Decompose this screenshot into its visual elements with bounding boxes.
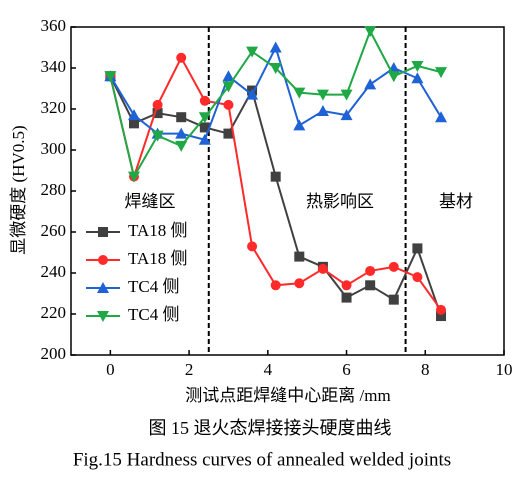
- marker: [340, 109, 353, 121]
- y-axis-label: 显微硬度 (HV0.5): [9, 125, 28, 254]
- marker: [151, 130, 164, 142]
- legend-label: TA18 侧: [128, 221, 188, 240]
- marker: [317, 263, 328, 274]
- marker: [223, 99, 234, 110]
- marker: [316, 89, 329, 101]
- marker: [152, 108, 163, 119]
- marker: [198, 112, 211, 124]
- marker: [198, 133, 211, 145]
- series-line: [109, 44, 442, 141]
- marker: [435, 67, 448, 79]
- marker: [411, 60, 424, 72]
- marker: [294, 278, 305, 289]
- marker: [176, 112, 187, 123]
- region-label: 焊缝区: [125, 192, 176, 211]
- marker: [412, 243, 423, 254]
- marker: [293, 87, 306, 99]
- y-tick-label: 240: [41, 262, 67, 281]
- caption: Fig.15 Hardness curves of annealed welde…: [73, 449, 451, 470]
- marker: [97, 282, 109, 293]
- marker: [365, 265, 376, 276]
- marker: [293, 119, 306, 131]
- marker: [269, 63, 282, 74]
- marker: [175, 127, 188, 139]
- marker: [176, 52, 187, 63]
- marker: [269, 41, 282, 53]
- marker: [436, 304, 447, 315]
- marker: [127, 109, 140, 121]
- marker: [104, 71, 117, 83]
- marker: [127, 171, 140, 183]
- marker: [98, 255, 108, 265]
- marker: [436, 311, 447, 322]
- x-axis-label: 测试点距焊缝中心距离 /mm: [185, 386, 390, 405]
- marker: [270, 280, 281, 291]
- marker: [98, 227, 108, 237]
- marker: [388, 294, 399, 305]
- region-label: 基材: [439, 192, 473, 211]
- marker: [222, 70, 235, 82]
- marker: [199, 122, 210, 133]
- legend-label: TA18 侧: [128, 249, 188, 268]
- marker: [97, 311, 109, 322]
- marker: [387, 71, 400, 83]
- legend-label: TC4 侧: [128, 277, 179, 296]
- marker: [222, 81, 235, 93]
- y-tick-label: 320: [41, 98, 67, 117]
- marker: [411, 72, 424, 84]
- marker: [365, 280, 376, 291]
- marker: [435, 111, 448, 123]
- series-line: [109, 55, 442, 311]
- x-tick-label: 4: [264, 360, 273, 379]
- marker: [340, 89, 353, 101]
- y-tick-label: 260: [41, 221, 67, 240]
- marker: [388, 261, 399, 272]
- marker: [270, 171, 281, 182]
- y-tick-label: 360: [41, 16, 67, 35]
- x-tick-label: 0: [106, 360, 115, 379]
- marker: [412, 272, 423, 283]
- x-tick-label: 10: [496, 360, 513, 379]
- marker: [341, 280, 352, 291]
- marker: [246, 46, 259, 58]
- marker: [246, 88, 259, 100]
- x-tick-label: 8: [421, 360, 430, 379]
- marker: [128, 118, 139, 129]
- marker: [223, 128, 234, 139]
- marker: [341, 292, 352, 303]
- y-tick-label: 220: [41, 303, 67, 322]
- marker: [364, 78, 377, 90]
- marker: [247, 241, 258, 252]
- marker: [294, 251, 305, 262]
- y-tick-label: 200: [41, 344, 67, 363]
- marker: [199, 95, 210, 106]
- region-label: 热影响区: [306, 192, 374, 211]
- y-tick-label: 300: [41, 139, 67, 158]
- legend-label: TC4 侧: [128, 305, 179, 324]
- marker: [152, 99, 163, 110]
- x-tick-label: 6: [342, 360, 351, 379]
- x-tick-label: 2: [185, 360, 194, 379]
- marker: [316, 105, 329, 117]
- marker: [175, 140, 188, 152]
- y-tick-label: 340: [41, 57, 67, 76]
- caption: 图 15 退火态焊接接头硬度曲线: [149, 418, 392, 438]
- y-tick-label: 280: [41, 180, 67, 199]
- marker: [364, 26, 377, 38]
